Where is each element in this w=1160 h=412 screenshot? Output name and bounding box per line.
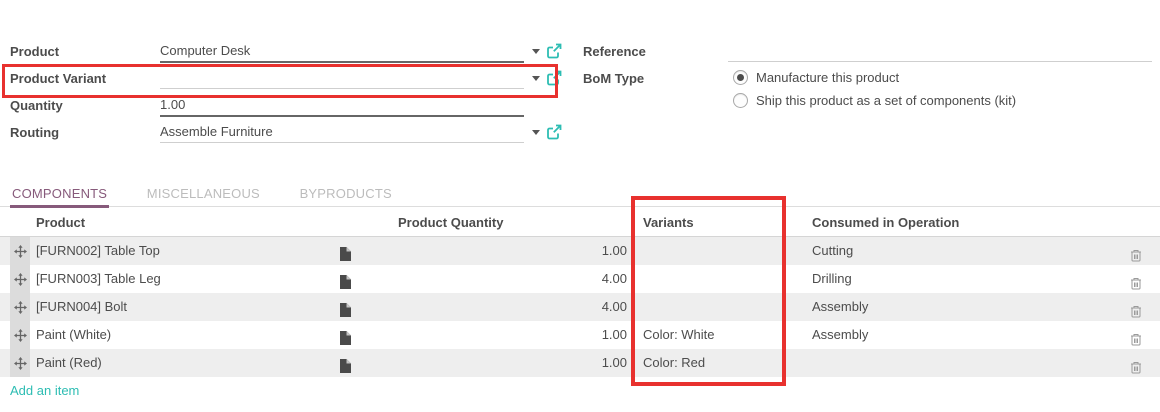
cell-product[interactable]: [FURN002] Table Top (36, 243, 160, 258)
radio-unselected-icon[interactable] (733, 92, 748, 108)
reference-label: Reference (583, 44, 646, 59)
external-link-icon[interactable] (546, 43, 562, 59)
trash-icon[interactable] (1130, 300, 1142, 318)
document-icon[interactable] (340, 327, 351, 345)
cell-consumed-in-operation[interactable]: Drilling (812, 271, 852, 286)
drag-handle-icon (13, 328, 27, 342)
drag-handle[interactable] (10, 293, 30, 321)
column-header-product: Product (36, 215, 86, 230)
cell-product-quantity[interactable]: 1.00 (601, 243, 627, 258)
quantity-label: Quantity (10, 98, 63, 113)
table-row: [FURN003] Table Leg 4.00 Drilling (0, 265, 1160, 293)
chevron-down-icon[interactable] (532, 130, 540, 135)
column-header-product-quantity: Product Quantity (398, 215, 504, 230)
tab-components[interactable]: COMPONENTS (10, 183, 110, 208)
quantity-input[interactable]: 1.00 (160, 94, 524, 117)
radio-selected-icon[interactable] (733, 69, 748, 85)
trash-icon[interactable] (1130, 244, 1142, 262)
chevron-down-icon[interactable] (532, 76, 540, 81)
notebook-tabbar: COMPONENTS MISCELLANEOUS BYPRODUCTS (0, 183, 1160, 208)
field-row-routing: Routing Assemble Furniture (10, 121, 562, 148)
components-table-header: Product Product Quantity Variants Consum… (0, 210, 1160, 237)
product-variant-label: Product Variant (10, 71, 107, 86)
cell-variants[interactable]: Color: Red (643, 355, 706, 370)
drag-handle[interactable] (10, 349, 30, 377)
product-input[interactable]: Computer Desk (160, 40, 524, 63)
field-row-product-variant: Product Variant (10, 67, 562, 94)
table-row: Paint (Red) 1.00 Color: Red (0, 349, 1160, 377)
routing-input[interactable]: Assemble Furniture (160, 121, 524, 143)
drag-handle[interactable] (10, 321, 30, 349)
cell-consumed-in-operation[interactable]: Assembly (812, 299, 869, 314)
document-icon[interactable] (340, 243, 351, 261)
cell-variants[interactable]: Color: White (643, 327, 715, 342)
drag-handle-icon (13, 300, 27, 314)
components-table-body: [FURN002] Table Top 1.00 Cutting (0, 237, 1160, 377)
field-row-quantity: Quantity 1.00 (10, 94, 560, 121)
cell-consumed-in-operation[interactable]: Assembly (812, 327, 869, 342)
tab-byproducts[interactable]: BYPRODUCTS (299, 186, 392, 201)
cell-product[interactable]: [FURN004] Bolt (36, 299, 128, 314)
tab-miscellaneous[interactable]: MISCELLANEOUS (146, 186, 260, 201)
bom-type-option-manufacture-label: Manufacture this product (756, 69, 900, 85)
cell-product-quantity[interactable]: 4.00 (601, 271, 627, 286)
drag-handle[interactable] (10, 237, 30, 265)
drag-handle-icon (13, 244, 27, 258)
cell-product[interactable]: Paint (White) (36, 327, 112, 342)
bom-type-option-manufacture[interactable]: Manufacture this product (733, 69, 899, 85)
table-row: Paint (White) 1.00 Color: White Assembly (0, 321, 1160, 349)
bom-type-option-kit-label: Ship this product as a set of components… (756, 92, 1017, 108)
column-header-consumed-in-operation: Consumed in Operation (812, 215, 960, 230)
drag-handle-icon (13, 356, 27, 370)
drag-handle[interactable] (10, 265, 30, 293)
routing-label: Routing (10, 125, 60, 140)
product-variant-input[interactable] (160, 67, 524, 89)
trash-icon[interactable] (1130, 328, 1142, 346)
bom-type-option-kit[interactable]: Ship this product as a set of components… (733, 92, 1016, 108)
bom-type-label: BoM Type (583, 71, 645, 86)
trash-icon[interactable] (1130, 356, 1142, 374)
cell-product-quantity[interactable]: 1.00 (601, 355, 627, 370)
column-header-variants: Variants (643, 215, 694, 230)
cell-product[interactable]: [FURN003] Table Leg (36, 271, 161, 286)
document-icon[interactable] (340, 299, 351, 317)
drag-handle-icon (13, 272, 27, 286)
cell-product[interactable]: Paint (Red) (36, 355, 102, 370)
cell-product-quantity[interactable]: 4.00 (601, 299, 627, 314)
external-link-icon[interactable] (546, 70, 562, 86)
table-row: [FURN004] Bolt 4.00 Assembly (0, 293, 1160, 321)
add-an-item-link[interactable]: Add an item (10, 383, 80, 398)
field-row-reference: Reference (583, 40, 1153, 67)
document-icon[interactable] (340, 355, 351, 373)
chevron-down-icon[interactable] (532, 49, 540, 54)
document-icon[interactable] (340, 271, 351, 289)
cell-consumed-in-operation[interactable]: Cutting (812, 243, 854, 258)
reference-input[interactable] (728, 40, 1152, 62)
field-row-product: Product Computer Desk (10, 40, 562, 67)
trash-icon[interactable] (1130, 272, 1142, 290)
external-link-icon[interactable] (546, 124, 562, 140)
table-row: [FURN002] Table Top 1.00 Cutting (0, 237, 1160, 265)
cell-product-quantity[interactable]: 1.00 (601, 327, 627, 342)
product-label: Product (10, 44, 60, 59)
